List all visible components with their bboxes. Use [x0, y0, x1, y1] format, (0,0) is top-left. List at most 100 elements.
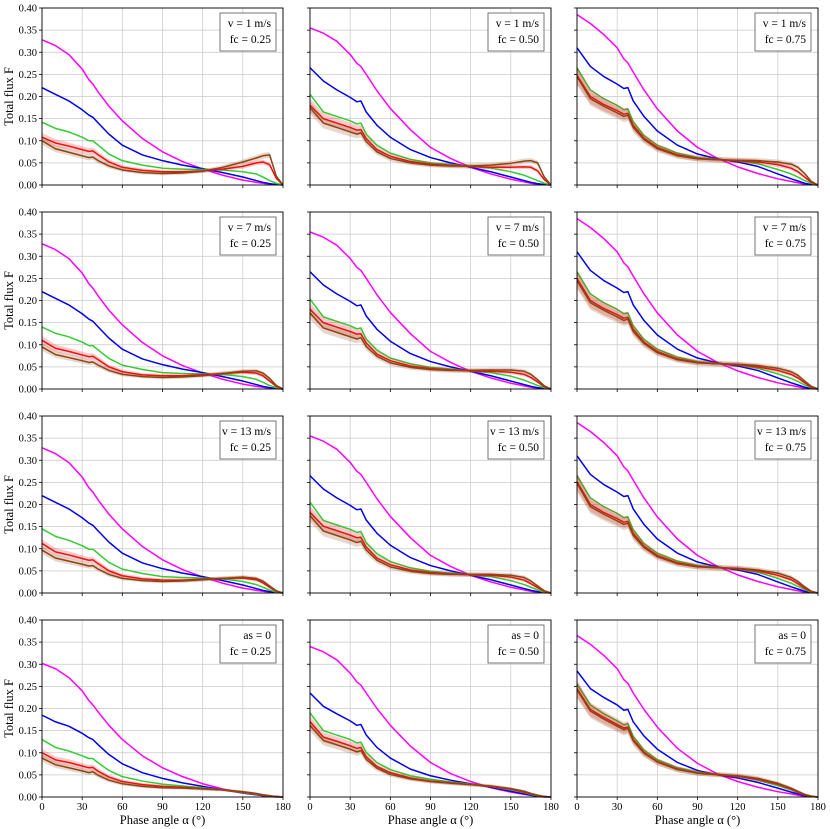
legend-box	[487, 12, 545, 52]
x-tick-label: 90	[157, 802, 168, 813]
series-3-line	[41, 326, 284, 390]
x-tick-label: 150	[770, 802, 786, 813]
y-tick-label: 0.25	[19, 478, 37, 489]
series-1-line	[309, 435, 552, 594]
series-2-line	[576, 251, 819, 390]
y-tick-label: 0.00	[19, 793, 37, 804]
y-tick-label: 0.05	[19, 362, 37, 373]
y-tick-label: 0.25	[19, 682, 37, 693]
series-1-line	[576, 422, 819, 594]
panel-1-2: v = 1 m/s fc = 0.50	[307, 7, 552, 188]
y-tick-label: 0.10	[19, 748, 37, 759]
legend-entry: v = 13 m/s	[222, 426, 272, 438]
x-tick-label: 150	[235, 802, 251, 813]
y-tick-label: 0.10	[19, 544, 37, 555]
y-tick-label: 0.40	[19, 616, 37, 627]
series-3-line	[576, 475, 819, 594]
legend-box	[487, 624, 545, 664]
series-5-line	[309, 515, 552, 594]
x-tick-label: 0	[39, 802, 44, 813]
y-tick-label: 0.30	[19, 456, 37, 467]
x-axis-label: Phase angle α (°)	[655, 813, 740, 827]
y-axis-label: Total flux F	[2, 679, 16, 738]
y-axis-label: Total flux F	[2, 271, 16, 330]
series-5-band	[310, 101, 551, 185]
series-2-line	[576, 670, 819, 798]
legend-entry: fc = 0.75	[765, 238, 807, 250]
legend-box	[754, 216, 812, 256]
legend-entry: v = 7 m/s	[763, 222, 807, 234]
series-2-line	[41, 494, 284, 594]
series-5-line	[576, 76, 819, 186]
series-1-line	[576, 634, 819, 798]
y-axis-label: Total flux F	[2, 67, 16, 126]
series-5-line	[41, 140, 284, 186]
y-tick-label: 0.30	[19, 48, 37, 59]
legend-entry: fc = 0.75	[765, 646, 807, 658]
series-3-line	[576, 271, 819, 390]
legend-entry: v = 7 m/s	[228, 222, 272, 234]
panel-3-1: 0.00 0.05 0.10 0.15 0.20 0.25 0.30 0.35 0.40 Tota…	[2, 412, 284, 600]
series-5-line	[576, 482, 819, 594]
series-3-line	[309, 93, 552, 186]
y-tick-label: 0.35	[19, 26, 37, 37]
y-tick-label: 0.20	[19, 500, 37, 511]
series-1-line	[576, 14, 819, 186]
legend-box	[754, 624, 812, 664]
panel-3-2: v = 13 m/s fc = 0.50	[307, 415, 552, 596]
series-5-band	[42, 754, 283, 797]
legend-entry: as = 0	[511, 630, 539, 642]
y-tick-label: 0.25	[19, 274, 37, 285]
y-tick-label: 0.20	[19, 704, 37, 715]
series-5-band	[310, 306, 551, 389]
x-tick-label: 150	[503, 802, 519, 813]
y-axis-label: Total flux F	[2, 475, 16, 534]
series-5-line	[309, 107, 552, 186]
legend-entry: v = 1 m/s	[496, 18, 540, 30]
x-tick-label: 180	[275, 802, 291, 813]
series-4-line	[41, 542, 284, 594]
y-tick-label: 0.25	[19, 70, 37, 81]
series-5-line	[576, 689, 819, 798]
y-tick-label: 0.00	[19, 181, 37, 192]
y-tick-label: 0.10	[19, 340, 37, 351]
y-tick-label: 0.05	[19, 158, 37, 169]
series-5-line	[576, 280, 819, 390]
x-tick-label: 60	[652, 802, 663, 813]
x-tick-label: 0	[307, 802, 312, 813]
legend-box	[219, 420, 277, 460]
panel-2-2: v = 7 m/s fc = 0.50	[307, 211, 552, 392]
series-4-line	[41, 136, 284, 186]
y-tick-label: 0.35	[19, 638, 37, 649]
y-tick-label: 0.15	[19, 318, 37, 329]
legend-box	[219, 624, 277, 664]
series-1-line	[41, 243, 284, 390]
x-tick-label: 0	[574, 802, 579, 813]
legend-entry: v = 7 m/s	[496, 222, 540, 234]
series-2-line	[41, 86, 284, 186]
x-axis-label: Phase angle α (°)	[388, 813, 473, 827]
y-tick-label: 0.10	[19, 136, 37, 147]
panel-4-2: 0 30 60 90 120 150 180 Phase angle α (°) as = 0 f…	[307, 619, 559, 827]
x-tick-label: 60	[117, 802, 128, 813]
legend-entry: v = 1 m/s	[228, 18, 272, 30]
series-4-line	[309, 511, 552, 594]
legend-entry: v = 1 m/s	[763, 18, 807, 30]
series-2-line	[576, 47, 819, 186]
y-tick-label: 0.15	[19, 114, 37, 125]
y-tick-label: 0.15	[19, 726, 37, 737]
series-2-line	[41, 290, 284, 390]
series-4-line	[309, 308, 552, 390]
y-tick-label: 0.40	[19, 208, 37, 219]
y-tick-label: 0.05	[19, 770, 37, 781]
panel-2-3: v = 7 m/s fc = 0.75	[574, 211, 819, 392]
panel-3-3: v = 13 m/s fc = 0.75	[574, 415, 819, 596]
panel-1-1: 0.00 0.05 0.10 0.15 0.20 0.25 0.30 0.35 0.40 Tota…	[2, 4, 284, 192]
y-tick-label: 0.30	[19, 252, 37, 263]
legend-entry: fc = 0.50	[498, 442, 540, 454]
series-5-line	[41, 549, 284, 594]
series-4-band	[577, 269, 818, 389]
legend-entry: fc = 0.25	[230, 646, 272, 658]
series-3-line	[309, 501, 552, 594]
y-tick-label: 0.35	[19, 230, 37, 241]
